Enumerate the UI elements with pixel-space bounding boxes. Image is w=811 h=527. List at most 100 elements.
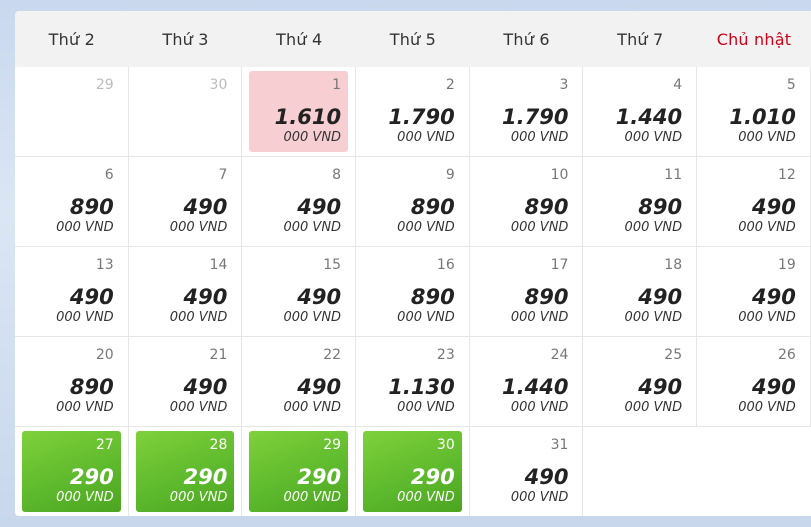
day-number: 30 xyxy=(436,437,455,453)
fare-price: 490 xyxy=(297,375,342,399)
fare-price: 1.010 xyxy=(729,105,796,129)
day-number: 16 xyxy=(436,257,455,273)
calendar-day-cell[interactable]: 29 290 000 VND xyxy=(242,427,357,516)
day-number: 9 xyxy=(445,167,455,183)
day-number: 5 xyxy=(786,77,796,93)
day-number: 21 xyxy=(209,347,228,363)
fare-price: 1.130 xyxy=(388,375,455,399)
calendar-day-cell[interactable]: 20 890 000 VND xyxy=(15,337,129,427)
fare-unit: 000 VND xyxy=(169,400,228,415)
fare-unit: 000 VND xyxy=(624,220,683,235)
calendar-day-cell[interactable]: 4 1.440 000 VND xyxy=(583,67,698,157)
fare-unit: 000 VND xyxy=(510,310,569,325)
fare-price: 1.440 xyxy=(502,375,569,399)
day-number: 31 xyxy=(550,437,569,453)
fare-price: 490 xyxy=(297,195,342,219)
day-number: 15 xyxy=(323,257,342,273)
fare-unit: 000 VND xyxy=(169,220,228,235)
fare-price: 890 xyxy=(69,195,114,219)
fare-unit: 000 VND xyxy=(283,130,342,145)
calendar-day-cell[interactable]: 13 490 000 VND xyxy=(15,247,129,337)
cheapest-fare-highlight xyxy=(22,431,121,512)
day-number: 27 xyxy=(95,437,114,453)
fare-price: 890 xyxy=(410,285,455,309)
day-number: 12 xyxy=(777,167,796,183)
day-number: 29 xyxy=(95,77,114,93)
fare-unit: 000 VND xyxy=(510,400,569,415)
calendar-day-cell[interactable]: 24 1.440 000 VND xyxy=(469,337,584,427)
calendar-day-cell[interactable]: 21 490 000 VND xyxy=(128,337,243,427)
fare-price: 490 xyxy=(638,375,683,399)
calendar-day-cell[interactable]: 31 490 000 VND xyxy=(469,427,584,516)
day-number: 29 xyxy=(323,437,342,453)
calendar-day-cell[interactable]: 26 490 000 VND xyxy=(697,337,811,427)
fare-unit: 000 VND xyxy=(624,310,683,325)
calendar-day-cell[interactable]: 17 890 000 VND xyxy=(469,247,584,337)
calendar-day-cell[interactable]: 14 490 000 VND xyxy=(128,247,243,337)
calendar-day-cell[interactable]: 15 490 000 VND xyxy=(242,247,357,337)
fare-price: 290 xyxy=(410,465,455,489)
day-number: 25 xyxy=(664,347,683,363)
calendar-day-cell[interactable]: 25 490 000 VND xyxy=(583,337,698,427)
fare-price: 890 xyxy=(69,375,114,399)
fare-unit: 000 VND xyxy=(283,400,342,415)
calendar-day-cell[interactable]: 7 490 000 VND xyxy=(128,157,243,247)
calendar-day-cell[interactable]: 12 490 000 VND xyxy=(697,157,811,247)
calendar-day-cell[interactable]: 22 490 000 VND xyxy=(242,337,357,427)
fare-price: 490 xyxy=(524,465,569,489)
weekday-tuesday: Thứ 3 xyxy=(162,29,209,49)
calendar-day-cell[interactable]: 1 1.610 000 VND xyxy=(242,67,357,157)
calendar-day-cell[interactable]: 30 290 000 VND xyxy=(356,427,470,516)
calendar-day-cell[interactable]: 28 290 000 VND xyxy=(128,427,243,516)
calendar-day-cell[interactable]: 5 1.010 000 VND xyxy=(697,67,811,157)
fare-price: 890 xyxy=(524,195,569,219)
fare-price: 490 xyxy=(183,375,228,399)
day-number: 7 xyxy=(218,167,228,183)
calendar-day-cell[interactable]: 27 290 000 VND xyxy=(15,427,129,516)
fare-unit: 000 VND xyxy=(510,490,569,505)
day-number: 10 xyxy=(550,167,569,183)
calendar-grid: 29 30 1 1.610 000 VND 2 1.790 000 VND 3 1.790 000 … xyxy=(15,67,811,516)
fare-unit: 000 VND xyxy=(510,130,569,145)
fare-unit: 000 VND xyxy=(624,400,683,415)
calendar-day-cell[interactable]: 23 1.130 000 VND xyxy=(356,337,470,427)
calendar-day-cell[interactable]: 6 890 000 VND xyxy=(15,157,129,247)
calendar-cell-empty xyxy=(697,427,811,516)
day-number: 13 xyxy=(95,257,114,273)
fare-price: 890 xyxy=(524,285,569,309)
calendar-day-cell[interactable]: 11 890 000 VND xyxy=(583,157,698,247)
calendar-day-cell[interactable]: 8 490 000 VND xyxy=(242,157,357,247)
weekday-thursday: Thứ 5 xyxy=(389,29,437,49)
fare-price: 290 xyxy=(297,465,342,489)
calendar-day-cell[interactable]: 18 490 000 VND xyxy=(583,247,698,337)
fare-price: 490 xyxy=(69,285,114,309)
calendar-day-cell[interactable]: 19 490 000 VND xyxy=(697,247,811,337)
calendar-day-cell[interactable]: 9 890 000 VND xyxy=(356,157,470,247)
day-number: 2 xyxy=(445,77,455,93)
fare-unit: 000 VND xyxy=(738,400,796,415)
cheapest-fare-highlight xyxy=(363,431,462,512)
day-number: 3 xyxy=(559,77,569,93)
fare-unit: 000 VND xyxy=(56,220,114,235)
calendar-day-cell[interactable]: 16 890 000 VND xyxy=(356,247,470,337)
weekday-wednesday: Thứ 4 xyxy=(276,29,323,49)
fare-calendar: Thứ 2 Thứ 3 Thứ 4 Thứ 5 Thứ 6 Thứ 7 Chủ … xyxy=(15,11,811,516)
fare-price: 1.790 xyxy=(388,105,455,129)
fare-unit: 000 VND xyxy=(397,130,455,145)
fare-price: 490 xyxy=(751,285,796,309)
fare-price: 1.790 xyxy=(502,105,569,129)
fare-price: 890 xyxy=(410,195,455,219)
weekday-sunday: Chủ nhật xyxy=(716,29,792,49)
fare-price: 490 xyxy=(297,285,342,309)
fare-price: 490 xyxy=(183,285,228,309)
fare-unit: 000 VND xyxy=(56,310,114,325)
calendar-day-cell[interactable]: 3 1.790 000 VND xyxy=(469,67,584,157)
day-number: 18 xyxy=(664,257,683,273)
day-number: 17 xyxy=(550,257,569,273)
calendar-day-cell[interactable]: 2 1.790 000 VND xyxy=(356,67,470,157)
fare-unit: 000 VND xyxy=(738,220,796,235)
calendar-day-cell[interactable]: 10 890 000 VND xyxy=(469,157,584,247)
cheapest-fare-highlight xyxy=(135,431,235,512)
fare-unit: 000 VND xyxy=(397,220,455,235)
fare-price: 490 xyxy=(183,195,228,219)
